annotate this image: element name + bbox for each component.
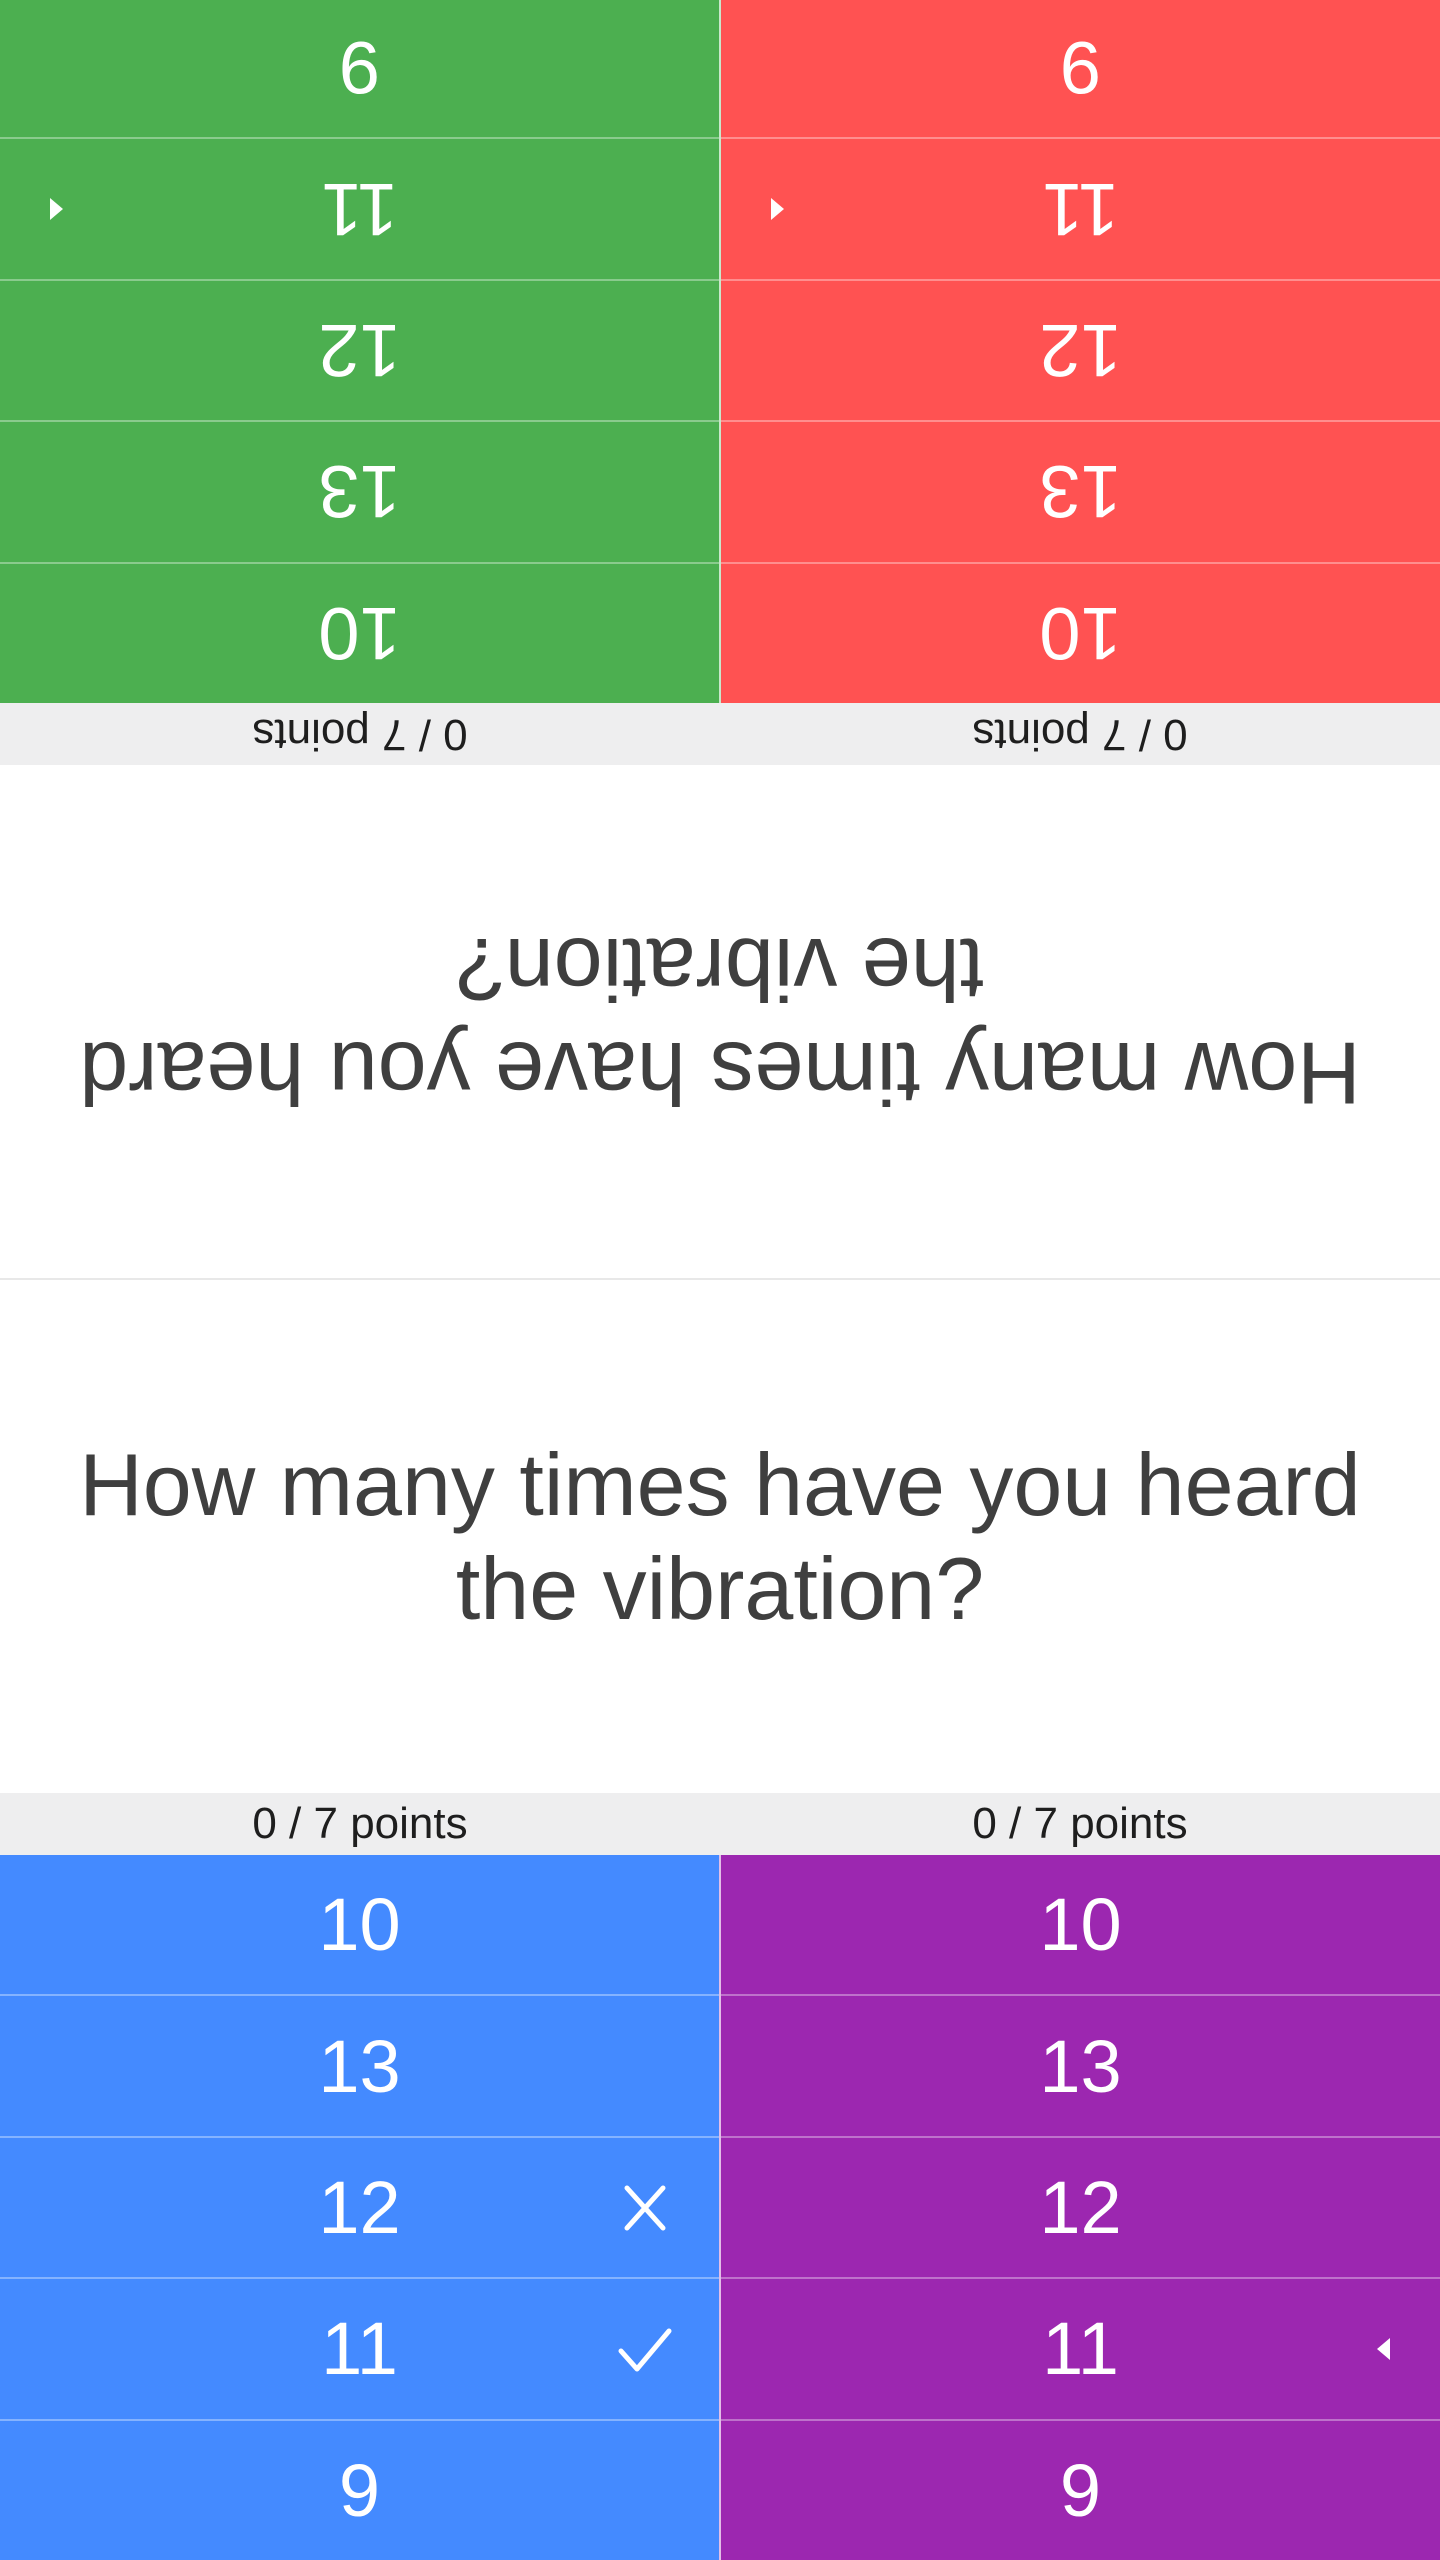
answer-label: 12: [1039, 2166, 1122, 2250]
answer-label: 11: [321, 2307, 398, 2391]
answer-option-blue[interactable]: 12: [0, 2138, 719, 2280]
answer-label: 13: [318, 2024, 401, 2108]
answer-option-red[interactable]: 13: [721, 420, 1440, 562]
answer-label: 12: [318, 2166, 401, 2250]
answer-label: 12: [318, 308, 401, 392]
points-blue: 0 / 7 points: [252, 1799, 468, 1848]
answer-option-purple[interactable]: 9: [721, 2421, 1440, 2560]
answer-option-green[interactable]: 10: [0, 561, 719, 703]
bottom-players-area: How many times have you heard the vibrat…: [0, 1280, 1440, 2560]
answer-label: 9: [1059, 26, 1102, 110]
answer-label: 10: [1039, 1883, 1122, 1967]
answer-option-purple[interactable]: 11: [721, 2279, 1440, 2421]
answers-purple: 10 13 12 11 9: [719, 1855, 1440, 2560]
answer-option-blue[interactable]: 9: [0, 2421, 719, 2560]
answer-label: 12: [1039, 308, 1122, 392]
answers-blue: 10 13 12 11 9: [0, 1855, 719, 2560]
points-green: 0 / 7 points: [252, 710, 468, 759]
answer-label: 9: [1059, 2448, 1102, 2532]
answers-red: 10 13 12 11 9: [721, 0, 1440, 703]
check-icon: [615, 2319, 675, 2379]
answer-option-purple[interactable]: 12: [721, 2138, 1440, 2280]
answer-label: 10: [1039, 591, 1122, 675]
answer-label: 10: [318, 1883, 401, 1967]
close-icon: [615, 2178, 675, 2238]
answer-label: 11: [1042, 2307, 1119, 2391]
pointer-triangle-icon: [1377, 2337, 1390, 2360]
answer-option-green[interactable]: 9: [0, 0, 719, 137]
answer-option-purple[interactable]: 10: [721, 1855, 1440, 1997]
top-players-area: How many times have you heard the vibrat…: [0, 0, 1440, 1280]
answer-option-blue[interactable]: 10: [0, 1855, 719, 1997]
answer-option-red[interactable]: 9: [721, 0, 1440, 137]
points-bar: 0 / 7 points 0 / 7 points: [0, 1793, 1440, 1855]
points-purple: 0 / 7 points: [972, 1799, 1188, 1848]
pointer-triangle-icon: [50, 198, 63, 221]
answer-label: 11: [321, 167, 398, 251]
answer-option-red[interactable]: 12: [721, 278, 1440, 421]
answer-label: 13: [1039, 2024, 1122, 2108]
answer-option-purple[interactable]: 13: [721, 1996, 1440, 2138]
answer-label: 10: [318, 591, 401, 675]
answer-option-green[interactable]: 13: [0, 420, 719, 562]
answer-option-red[interactable]: 10: [721, 561, 1440, 703]
question-text-rotated: How many times have you heard the vibrat…: [79, 920, 1361, 1124]
answer-option-green[interactable]: 12: [0, 278, 719, 421]
answers-green: 10 13 12 11 9: [0, 0, 721, 703]
answer-label: 13: [1039, 450, 1122, 534]
answer-label: 9: [338, 2448, 381, 2532]
answer-label: 13: [318, 450, 401, 534]
answer-option-blue[interactable]: 11: [0, 2279, 719, 2421]
answer-label: 11: [1042, 167, 1119, 251]
answer-option-blue[interactable]: 13: [0, 1996, 719, 2138]
answer-label: 9: [338, 26, 381, 110]
points-bar: 0 / 7 points 0 / 7 points: [0, 703, 1440, 765]
pointer-triangle-icon: [771, 198, 784, 221]
answer-option-red[interactable]: 11: [721, 137, 1440, 279]
points-red: 0 / 7 points: [972, 710, 1188, 759]
question-text: How many times have you heard the vibrat…: [79, 1434, 1361, 1638]
answer-option-green[interactable]: 11: [0, 137, 719, 279]
